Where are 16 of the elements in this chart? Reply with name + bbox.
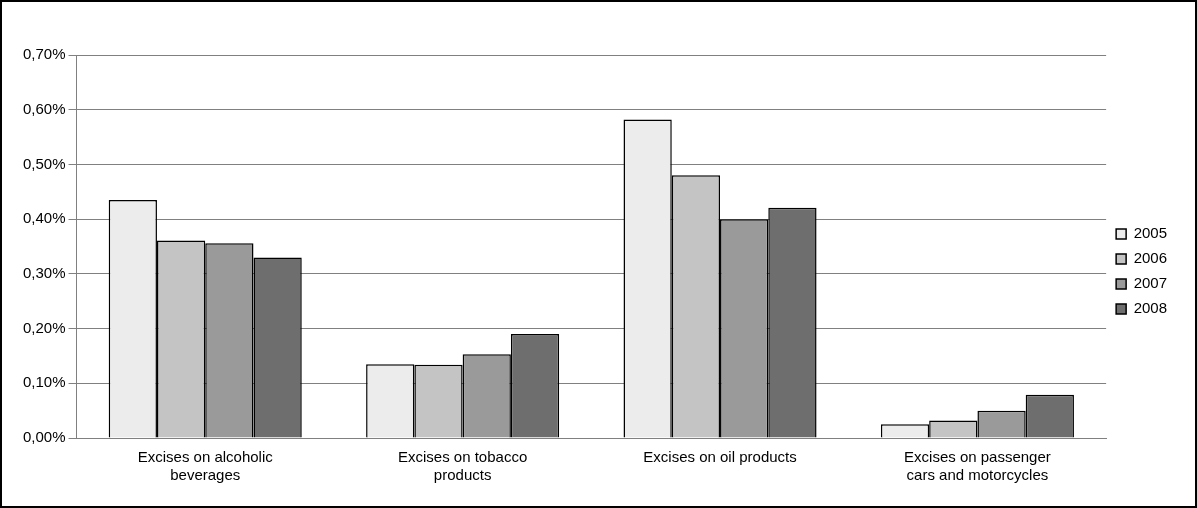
legend-label: 2008	[1133, 299, 1168, 317]
y-tick-label: 0,70%	[22, 45, 66, 63]
y-tick-label: 0,10%	[22, 373, 66, 391]
x-tick-label: Excises on alcoholic beverages	[137, 448, 274, 484]
y-tick-label: 0,40%	[22, 209, 66, 227]
x-tick-label: Excises on tobacco products	[398, 448, 528, 484]
y-tick-label: 0,00%	[22, 428, 66, 446]
legend-label: 2006	[1133, 249, 1168, 267]
legend-label: 2005	[1133, 224, 1168, 242]
x-tick-label: Excises on oil products	[643, 448, 797, 466]
y-tick-label: 0,30%	[22, 264, 66, 281]
x-tick-label: Excises on passenger cars and motorcycles	[904, 448, 1051, 484]
y-tick-label: 0,60%	[22, 99, 66, 117]
y-tick-label: 0,50%	[22, 154, 66, 172]
legend-label: 2007	[1133, 274, 1168, 292]
y-tick-label: 0,20%	[22, 318, 66, 336]
